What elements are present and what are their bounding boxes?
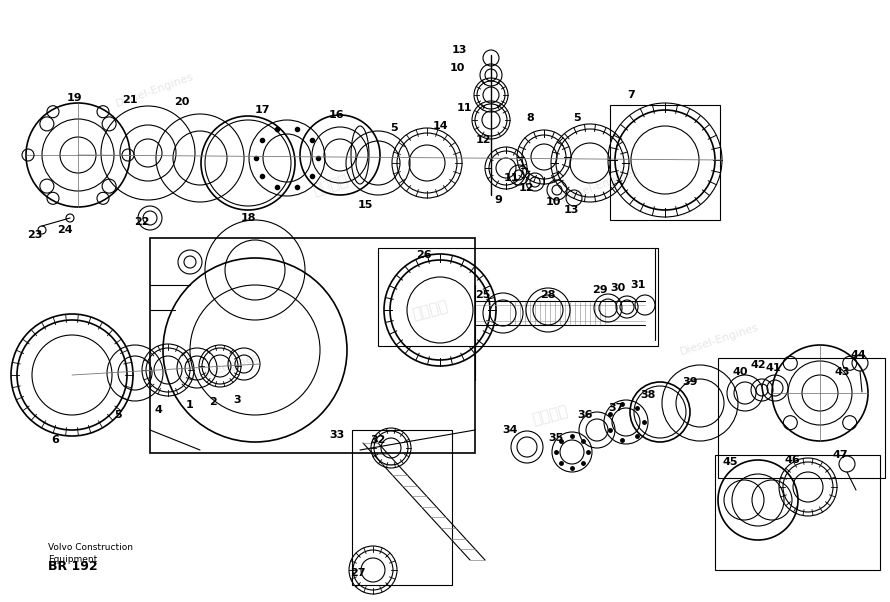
Text: 31: 31 — [630, 280, 645, 290]
Text: 33: 33 — [329, 430, 344, 440]
Text: 5: 5 — [114, 410, 122, 420]
Bar — [718, 358, 885, 478]
Text: 24: 24 — [57, 225, 73, 235]
Bar — [610, 105, 720, 220]
Text: 35: 35 — [548, 433, 563, 443]
Text: 27: 27 — [351, 568, 366, 578]
Text: 44: 44 — [850, 350, 866, 360]
Text: BR 192: BR 192 — [48, 560, 98, 573]
Text: 22: 22 — [134, 217, 150, 227]
Text: 26: 26 — [417, 250, 432, 260]
Text: 42: 42 — [750, 360, 765, 370]
Text: 柴发动力: 柴发动力 — [311, 172, 350, 198]
Text: 45: 45 — [723, 457, 738, 467]
Text: 25: 25 — [475, 290, 490, 300]
Text: 14: 14 — [433, 121, 449, 131]
Text: 13: 13 — [563, 205, 578, 215]
Text: 11: 11 — [457, 103, 472, 113]
Text: 8: 8 — [526, 113, 534, 123]
Bar — [715, 455, 880, 570]
Text: 4: 4 — [154, 405, 162, 415]
Text: 2: 2 — [209, 397, 217, 407]
Text: 23: 23 — [28, 230, 43, 240]
Text: 7: 7 — [627, 90, 635, 100]
Text: 21: 21 — [122, 95, 138, 105]
Text: 9: 9 — [494, 195, 502, 205]
Text: 46: 46 — [784, 455, 800, 465]
Text: Volvo Construction
Equipment: Volvo Construction Equipment — [48, 543, 133, 564]
Text: Diesel-Engines: Diesel-Engines — [560, 166, 641, 204]
Text: 3: 3 — [233, 395, 241, 405]
Text: 5: 5 — [573, 113, 581, 123]
Text: 43: 43 — [834, 367, 850, 377]
Text: 30: 30 — [611, 283, 626, 293]
Text: 柴发动力: 柴发动力 — [410, 298, 449, 322]
Text: Diesel-Engines: Diesel-Engines — [179, 353, 261, 388]
Text: 6: 6 — [51, 435, 59, 445]
Text: 39: 39 — [683, 377, 698, 387]
Bar — [150, 238, 475, 453]
Text: 41: 41 — [765, 363, 781, 373]
Text: 19: 19 — [67, 93, 83, 103]
Text: 28: 28 — [540, 290, 555, 300]
Text: 29: 29 — [592, 285, 608, 295]
Text: 32: 32 — [370, 435, 385, 445]
Text: 13: 13 — [451, 45, 466, 55]
Text: 柴发动力: 柴发动力 — [530, 403, 570, 427]
Text: 16: 16 — [329, 110, 344, 120]
Text: 12: 12 — [518, 183, 534, 193]
Bar — [352, 430, 452, 585]
Text: 12: 12 — [475, 135, 490, 145]
Text: 18: 18 — [240, 213, 255, 223]
Text: 20: 20 — [174, 97, 190, 107]
Text: 38: 38 — [640, 390, 656, 400]
Text: Diesel-Engines: Diesel-Engines — [115, 71, 196, 109]
Text: 11: 11 — [503, 173, 519, 183]
Text: 10: 10 — [546, 197, 561, 207]
Text: 40: 40 — [732, 367, 748, 377]
Text: 15: 15 — [357, 200, 373, 210]
Text: 17: 17 — [255, 105, 270, 115]
Text: 1: 1 — [186, 400, 194, 410]
Text: 5: 5 — [390, 123, 398, 133]
Text: 10: 10 — [449, 63, 465, 73]
Text: Diesel-Engines: Diesel-Engines — [679, 323, 761, 358]
Text: 37: 37 — [608, 403, 624, 413]
Bar — [378, 248, 658, 346]
Text: 34: 34 — [502, 425, 518, 435]
Text: 47: 47 — [832, 450, 848, 460]
Text: 36: 36 — [578, 410, 593, 420]
